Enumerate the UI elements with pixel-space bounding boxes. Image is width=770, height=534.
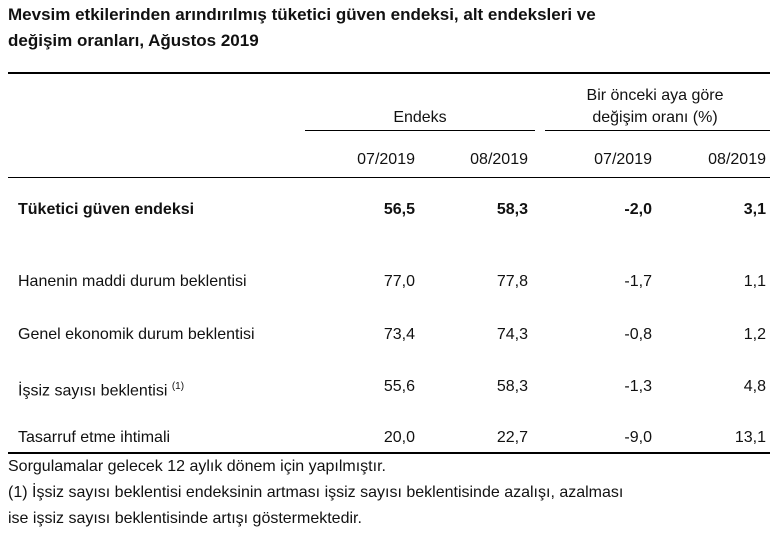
group-header: Endeks xyxy=(393,109,447,126)
cell: 22,7 xyxy=(496,429,528,446)
cell: 4,8 xyxy=(743,378,766,395)
cell: 56,5 xyxy=(383,201,415,218)
footnote: (1) İşsiz sayısı beklentisi endeksinin a… xyxy=(8,484,624,501)
row-label: Tüketici güven endeksi xyxy=(18,201,195,218)
cell: 20,0 xyxy=(383,429,415,446)
cell: 13,1 xyxy=(734,429,766,446)
footnote: Sorgulamalar gelecek 12 aylık dönem için… xyxy=(8,458,386,475)
title: değişim oranları, Ağustos 2019 xyxy=(8,31,259,50)
cell: 77,8 xyxy=(496,273,528,290)
row-label: İşsiz sayısı beklentisi (1) xyxy=(18,381,185,400)
cell: -0,8 xyxy=(624,326,652,343)
cell: -9,0 xyxy=(624,429,652,446)
row-label: Tasarruf etme ihtimali xyxy=(18,429,171,446)
rule xyxy=(8,177,770,178)
cell: 58,3 xyxy=(496,201,528,218)
cell: 1,2 xyxy=(743,326,766,343)
group-header: değişim oranı (%) xyxy=(592,109,718,126)
rule xyxy=(8,72,770,74)
cell: 1,1 xyxy=(743,273,766,290)
row-label: Hanenin maddi durum beklentisi xyxy=(18,273,247,290)
group-header: Bir önceki aya göre xyxy=(586,87,724,104)
cell: 58,3 xyxy=(496,378,528,395)
cell: 55,6 xyxy=(383,378,415,395)
footnote: ise işsiz sayısı beklentisinde artışı gö… xyxy=(8,510,362,527)
column-header: 07/2019 xyxy=(594,151,652,168)
cell: -2,0 xyxy=(624,201,652,218)
rule xyxy=(305,130,535,131)
footnote-marker: (1) xyxy=(171,381,185,392)
cell: -1,3 xyxy=(624,378,652,395)
cell: 73,4 xyxy=(383,326,415,343)
column-header: 08/2019 xyxy=(470,151,528,168)
column-header: 07/2019 xyxy=(357,151,415,168)
title: Mevsim etkilerinden arındırılmış tüketic… xyxy=(8,5,596,24)
cell: -1,7 xyxy=(624,273,652,290)
rule xyxy=(8,452,770,454)
cell: 77,0 xyxy=(383,273,415,290)
row-label: Genel ekonomik durum beklentisi xyxy=(18,326,255,343)
cell: 74,3 xyxy=(496,326,528,343)
column-header: 08/2019 xyxy=(708,151,766,168)
cell: 3,1 xyxy=(743,201,766,218)
rule xyxy=(545,130,770,131)
